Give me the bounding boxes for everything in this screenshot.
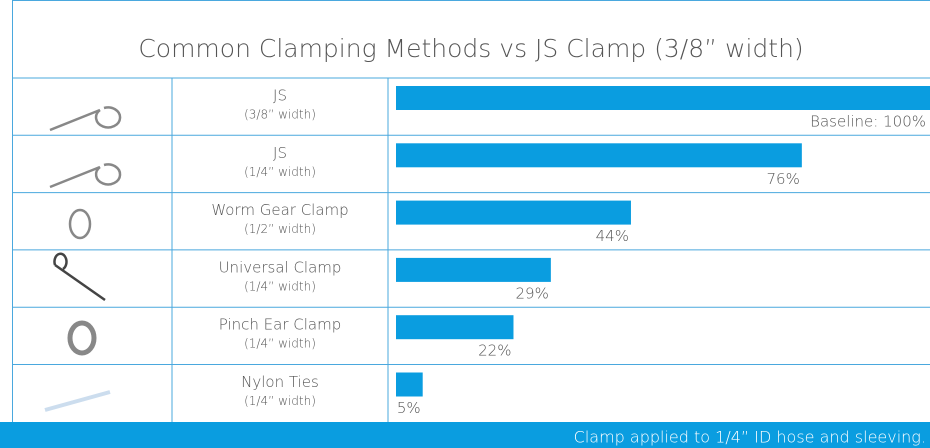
category-label: Universal Clamp [219, 258, 342, 276]
bar [396, 86, 930, 110]
category-width: (1/2” width) [244, 222, 316, 236]
clamp-icon [70, 323, 94, 353]
chart-title: Common Clamping Methods vs JS Clamp (3/8… [138, 34, 803, 63]
footnote: Clamp applied to 1/4” ID hose and sleevi… [574, 428, 926, 447]
bar [396, 315, 513, 339]
category-width: (1/4” width) [244, 337, 316, 351]
value-label: 44% [596, 227, 629, 245]
value-label: 22% [478, 342, 511, 360]
bar [396, 143, 802, 167]
clamp-icon [54, 254, 105, 300]
category-label: Worm Gear Clamp [211, 201, 348, 219]
clamp-icon [45, 392, 110, 410]
chart: Common Clamping Methods vs JS Clamp (3/8… [0, 0, 930, 448]
clamp-icon [70, 210, 90, 238]
category-label: Pinch Ear Clamp [219, 316, 341, 334]
value-label: 29% [516, 284, 549, 302]
bar [396, 373, 423, 397]
value-label: 76% [766, 170, 799, 188]
value-label: Baseline: 100% [810, 113, 926, 131]
category-width: (1/4” width) [244, 165, 316, 179]
category-width: (1/4” width) [244, 394, 316, 408]
category-label: JS [273, 144, 287, 162]
category-label: JS [273, 87, 287, 105]
category-width: (3/8” width) [244, 108, 316, 122]
clamp-icon [50, 107, 120, 130]
clamp-icon [50, 164, 120, 187]
category-width: (1/4” width) [244, 279, 316, 293]
value-label: 5% [397, 399, 421, 417]
category-label: Nylon Ties [241, 373, 319, 391]
bar [396, 258, 551, 282]
bar [396, 201, 631, 225]
